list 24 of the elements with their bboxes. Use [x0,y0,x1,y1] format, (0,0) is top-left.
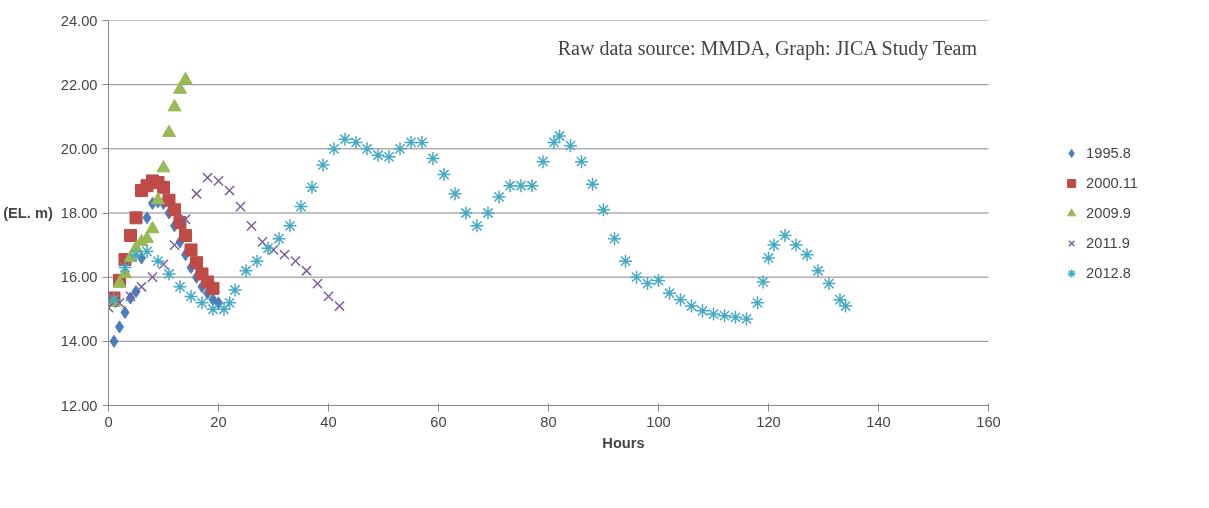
x-tick-label: 160 [976,413,1001,430]
x-tick-label: 100 [646,413,671,430]
y-tick-label: 24.00 [60,12,98,29]
annotation: Raw data source: MMDA, Graph: JICA Study Team [557,36,978,60]
legend-label: 2012.8 [1086,264,1131,281]
y-tick-label: 12.00 [60,397,98,414]
x-tick-label: 80 [540,413,557,430]
x-tick-label: 40 [320,413,337,430]
y-tick-label: 18.00 [60,205,98,221]
x-tick-label: 140 [866,413,891,430]
x-tick-label: 0 [104,413,113,430]
x-tick-label: 20 [210,413,227,430]
y-tick-label: 20.00 [60,140,98,157]
x-tick-label: 60 [430,413,447,430]
y-tick-label: 22.00 [60,76,98,93]
x-tick-label: 120 [756,413,781,430]
y-tick-label: 14.00 [60,333,98,350]
y-tick-label: 16.00 [60,269,98,286]
x-axis-title: Hours [602,434,645,451]
y-axis-title: (EL. m) [3,205,53,221]
legend-label: 2011.9 [1086,234,1130,251]
legend-label: 2000.11 [1086,174,1138,191]
legend-label: 2009.9 [1086,204,1131,221]
legend-label: 1995.8 [1086,144,1131,161]
